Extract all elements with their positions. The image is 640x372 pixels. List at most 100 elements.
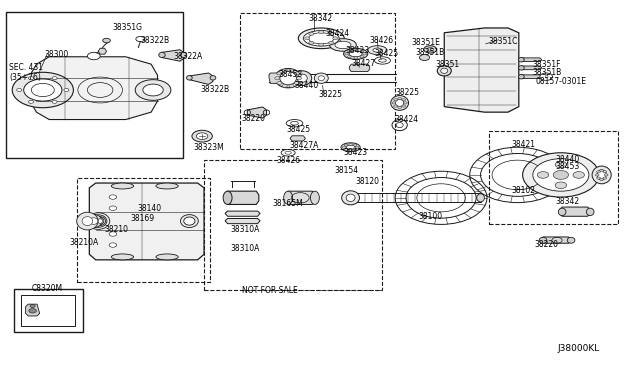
Ellipse shape bbox=[330, 39, 356, 51]
Ellipse shape bbox=[111, 254, 134, 260]
Ellipse shape bbox=[298, 28, 344, 49]
Circle shape bbox=[289, 69, 294, 72]
Ellipse shape bbox=[159, 52, 165, 58]
Text: 38440: 38440 bbox=[294, 81, 319, 90]
Polygon shape bbox=[162, 50, 184, 61]
Ellipse shape bbox=[318, 76, 324, 81]
Text: 38351B: 38351B bbox=[532, 68, 561, 77]
Ellipse shape bbox=[156, 183, 178, 189]
Circle shape bbox=[348, 50, 351, 52]
Ellipse shape bbox=[111, 183, 134, 189]
Ellipse shape bbox=[437, 65, 451, 76]
Text: 38322A: 38322A bbox=[173, 52, 203, 61]
Text: 38322B: 38322B bbox=[140, 36, 170, 45]
Circle shape bbox=[397, 97, 401, 100]
Ellipse shape bbox=[156, 254, 178, 260]
Text: J38000KL: J38000KL bbox=[557, 344, 599, 353]
Ellipse shape bbox=[97, 219, 103, 223]
Circle shape bbox=[397, 106, 401, 109]
Ellipse shape bbox=[310, 191, 319, 205]
Text: 38210A: 38210A bbox=[69, 238, 98, 247]
Circle shape bbox=[604, 174, 608, 176]
Circle shape bbox=[354, 49, 358, 51]
Ellipse shape bbox=[223, 191, 232, 205]
Ellipse shape bbox=[342, 191, 360, 205]
Ellipse shape bbox=[441, 68, 448, 73]
Text: 38225: 38225 bbox=[319, 90, 343, 99]
Ellipse shape bbox=[518, 58, 524, 62]
Text: NOT FOR SALE: NOT FOR SALE bbox=[243, 286, 298, 295]
Bar bbox=[14, 289, 83, 332]
Ellipse shape bbox=[518, 65, 524, 70]
Ellipse shape bbox=[349, 51, 362, 57]
Ellipse shape bbox=[284, 191, 292, 205]
Circle shape bbox=[360, 50, 364, 52]
Text: 38220: 38220 bbox=[534, 240, 558, 249]
Circle shape bbox=[573, 171, 584, 178]
Ellipse shape bbox=[396, 99, 404, 106]
Ellipse shape bbox=[184, 217, 195, 225]
Circle shape bbox=[403, 102, 407, 104]
Circle shape bbox=[109, 232, 116, 236]
Text: 38169: 38169 bbox=[130, 214, 154, 223]
Text: 38165M: 38165M bbox=[272, 199, 303, 208]
Polygon shape bbox=[99, 48, 106, 54]
Ellipse shape bbox=[297, 74, 307, 82]
Polygon shape bbox=[559, 207, 590, 216]
Circle shape bbox=[392, 102, 396, 104]
Polygon shape bbox=[30, 57, 157, 119]
Circle shape bbox=[345, 53, 349, 55]
Ellipse shape bbox=[558, 208, 566, 215]
Text: 38453: 38453 bbox=[278, 70, 302, 79]
Ellipse shape bbox=[540, 237, 547, 243]
Ellipse shape bbox=[335, 41, 351, 49]
Ellipse shape bbox=[180, 215, 198, 228]
Circle shape bbox=[29, 309, 36, 313]
Circle shape bbox=[277, 81, 282, 84]
Text: 38140: 38140 bbox=[137, 204, 161, 214]
Text: 38425: 38425 bbox=[374, 49, 398, 58]
Text: 38453: 38453 bbox=[555, 162, 579, 171]
Ellipse shape bbox=[280, 71, 296, 85]
Circle shape bbox=[309, 41, 314, 44]
Circle shape bbox=[533, 159, 589, 191]
Circle shape bbox=[348, 55, 351, 58]
Circle shape bbox=[424, 46, 436, 53]
Text: 38351C: 38351C bbox=[489, 37, 518, 46]
Ellipse shape bbox=[292, 71, 312, 86]
Circle shape bbox=[419, 55, 429, 61]
Text: 38102: 38102 bbox=[511, 186, 535, 195]
Circle shape bbox=[282, 84, 287, 87]
Text: 38351B: 38351B bbox=[415, 48, 444, 57]
Text: 38426: 38426 bbox=[276, 155, 301, 165]
Circle shape bbox=[28, 77, 33, 80]
Polygon shape bbox=[285, 191, 315, 205]
Ellipse shape bbox=[391, 96, 408, 110]
Circle shape bbox=[523, 153, 599, 197]
Circle shape bbox=[595, 174, 599, 176]
Circle shape bbox=[328, 32, 333, 35]
Circle shape bbox=[319, 31, 324, 33]
Text: 38351G: 38351G bbox=[113, 23, 143, 32]
Text: 08157-0301E: 08157-0301E bbox=[536, 77, 586, 86]
Text: (35+76): (35+76) bbox=[9, 73, 41, 81]
Ellipse shape bbox=[186, 76, 192, 80]
Polygon shape bbox=[225, 191, 259, 205]
Ellipse shape bbox=[210, 76, 216, 80]
Circle shape bbox=[353, 144, 357, 146]
Circle shape bbox=[328, 41, 333, 44]
Circle shape bbox=[135, 80, 171, 100]
Circle shape bbox=[553, 170, 568, 179]
Text: 38300: 38300 bbox=[45, 51, 69, 60]
Circle shape bbox=[603, 171, 607, 173]
Circle shape bbox=[24, 79, 62, 101]
Ellipse shape bbox=[347, 194, 355, 202]
Circle shape bbox=[88, 52, 100, 60]
Ellipse shape bbox=[586, 208, 594, 215]
Ellipse shape bbox=[314, 73, 328, 83]
Ellipse shape bbox=[95, 217, 106, 225]
Circle shape bbox=[30, 305, 35, 308]
Polygon shape bbox=[444, 28, 519, 112]
Ellipse shape bbox=[368, 46, 387, 55]
Text: 38220: 38220 bbox=[241, 113, 265, 122]
